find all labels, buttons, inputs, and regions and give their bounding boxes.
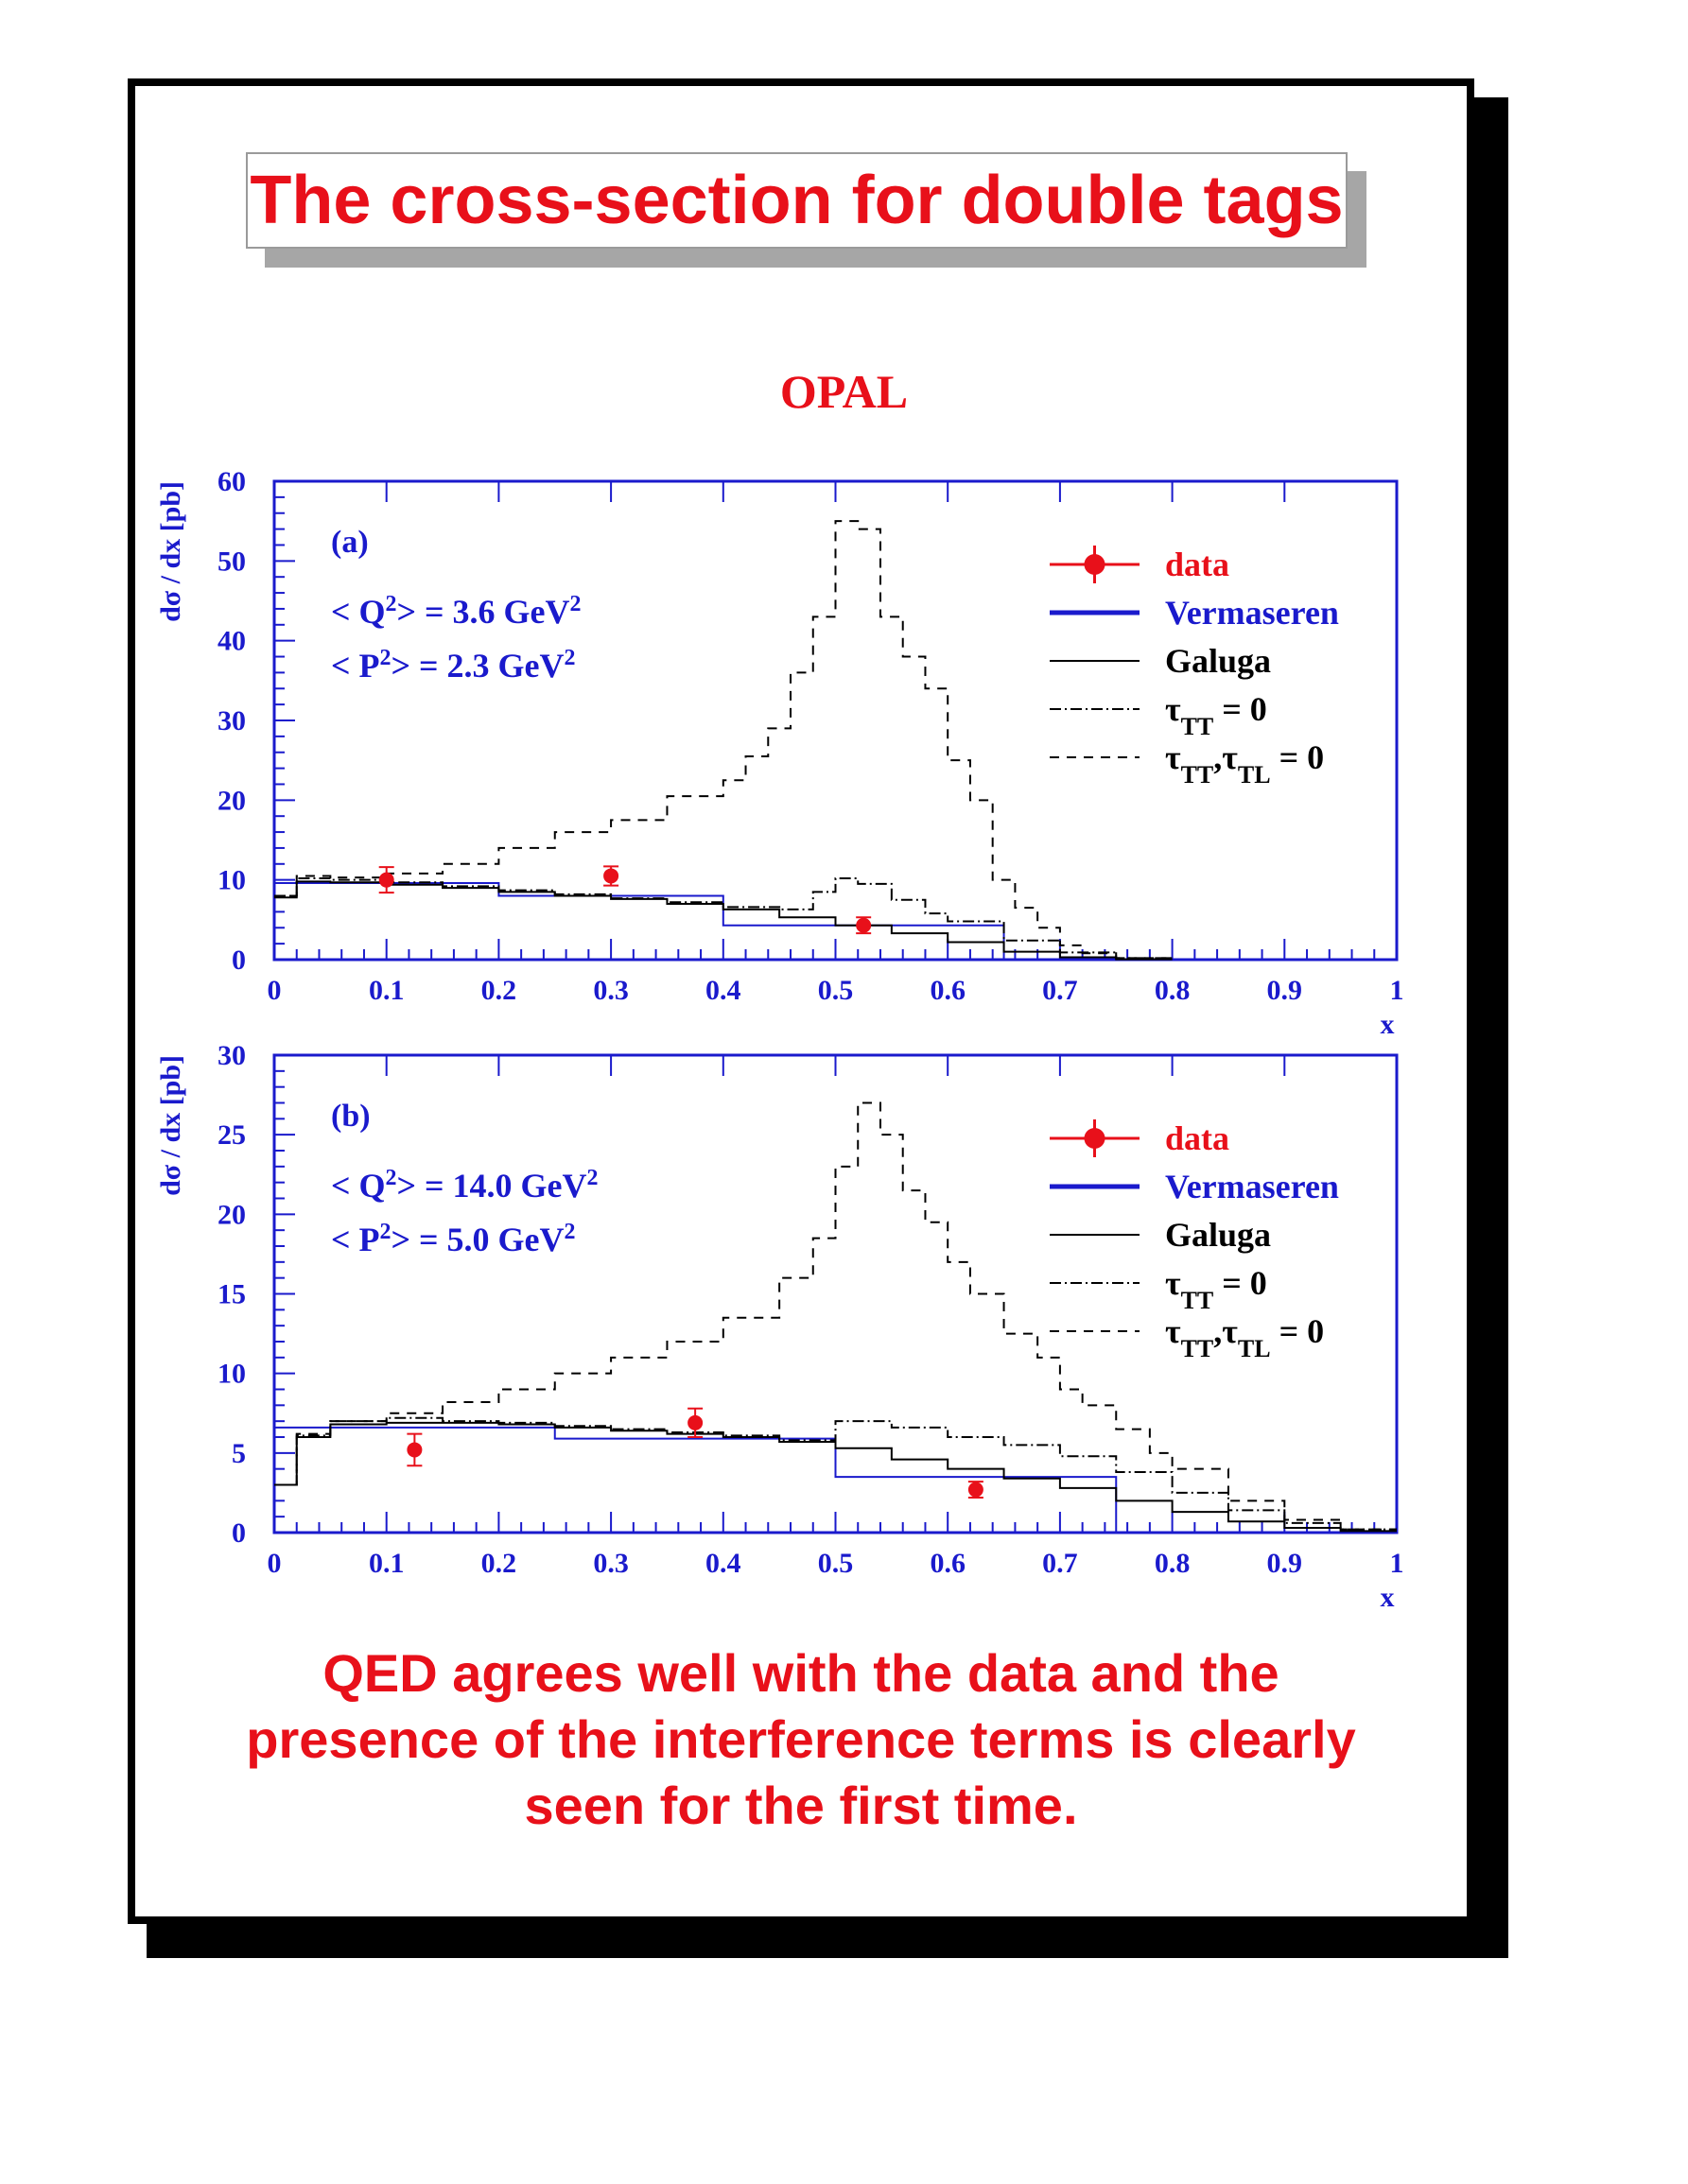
panel-b-x-tick-label: 0.3 <box>593 1548 629 1579</box>
panel-a-x-tick-label: 0 <box>268 975 282 1006</box>
panel-a-tau-tt-zero-curve <box>274 876 1173 960</box>
panel-b-annotation-1: < Q2> = 14.0 GeV2 <box>331 1166 599 1205</box>
panel-a-x-tick-label: 0.2 <box>481 975 517 1006</box>
title-box: The cross-section for double tags <box>246 152 1348 249</box>
panel-a-y-tick-label: 10 <box>218 865 246 896</box>
panel-b-x-tick-label: 0.1 <box>369 1548 405 1579</box>
panel-b-x-tick-label: 0.4 <box>705 1548 741 1579</box>
panel-a-legend-data-label: data <box>1165 546 1229 583</box>
panel-a-legend-vermaseren-label: Vermaseren <box>1165 594 1339 632</box>
panel-a-y-tick-label: 40 <box>218 626 246 657</box>
panel-b-y-tick-label: 5 <box>232 1438 246 1469</box>
conclusion-line-3: seen for the first time. <box>524 1776 1078 1835</box>
panel-b-vermaseren-histogram <box>274 1426 1397 1534</box>
panel-a-annotation-2: < P2> = 2.3 GeV2 <box>331 646 576 685</box>
panel-a-x-tick-label: 0.4 <box>705 975 741 1006</box>
panel-b-legend-data-marker <box>1084 1128 1105 1149</box>
panel-b-data-point <box>407 1442 423 1458</box>
panel-b-y-tick-label: 0 <box>232 1517 246 1549</box>
panel-a-y-tick-label: 0 <box>232 945 246 976</box>
panel-b-legend-data-label: data <box>1165 1119 1229 1157</box>
panel-b-y-tick-label: 20 <box>218 1199 246 1230</box>
panel-b-tau-tt-zero-curve <box>274 1416 1397 1531</box>
panel-b-y-tick-label: 15 <box>218 1279 246 1310</box>
panel-a-x-tick-label: 0.3 <box>593 975 629 1006</box>
panel-b-x-axis-label: x <box>1381 1582 1395 1613</box>
panel-b-x-tick-label: 1 <box>1390 1548 1404 1579</box>
panel-a-x-tick-label: 0.1 <box>369 975 405 1006</box>
panel-a-x-axis-label: x <box>1381 1009 1395 1040</box>
panel-a-x-tick-label: 0.5 <box>818 975 854 1006</box>
panel-a-legend-tau-tt-zero-label: τTT = 0 <box>1165 690 1267 740</box>
panel-a-y-tick-label: 60 <box>218 466 246 497</box>
panel-a-y-tick-label: 50 <box>218 546 246 577</box>
panel-b-x-tick-label: 0.5 <box>818 1548 854 1579</box>
panel-b-legend-tau-tt-tl-zero-label: τTT,τTL = 0 <box>1165 1312 1324 1362</box>
panel-a-x-tick-label: 0.6 <box>930 975 966 1006</box>
panel-b-y-tick-label: 25 <box>218 1119 246 1151</box>
panel-b-tau-tt-tl-zero-curve <box>274 1101 1397 1531</box>
panel-a-legend-tau-tt-tl-zero-label: τTT,τTL = 0 <box>1165 738 1324 789</box>
panel-a-tau-tt-tl-zero-curve <box>274 520 1173 960</box>
panel-b-data-point <box>687 1414 704 1430</box>
panel-b-data-point <box>967 1482 983 1498</box>
panel-b-y-tick-label: 10 <box>218 1359 246 1390</box>
panel-a-x-tick-label: 0.7 <box>1042 975 1078 1006</box>
panel-b-x-tick-label: 0.2 <box>481 1548 517 1579</box>
panel-a-y-tick-label: 20 <box>218 785 246 816</box>
slide-title: The cross-section for double tags <box>250 163 1344 238</box>
panel-a-data-point <box>378 872 394 888</box>
panel-b-legend-tau-tt-zero-label: τTT = 0 <box>1165 1264 1267 1314</box>
panel-b-galuga-curve <box>274 1421 1397 1533</box>
conclusion-text: QED agrees well with the data and the pr… <box>128 1640 1474 1839</box>
panel-b-x-tick-label: 0.9 <box>1267 1548 1303 1579</box>
panel-b-x-tick-label: 0.8 <box>1155 1548 1191 1579</box>
panel-b-legend-vermaseren-label: Vermaseren <box>1165 1168 1339 1205</box>
panel-a-x-tick-label: 0.9 <box>1267 975 1303 1006</box>
panel-a-panel-label: (a) <box>331 525 369 560</box>
panel-b-y-tick-label: 30 <box>218 1040 246 1071</box>
conclusion-line-2: presence of the interference terms is cl… <box>246 1709 1356 1769</box>
panel-a-legend-galuga-label: Galuga <box>1165 642 1271 680</box>
panel-a-data-point <box>603 868 619 884</box>
panel-a-y-tick-label: 30 <box>218 705 246 737</box>
panel-b-y-axis-label: dσ / dx [pb] <box>155 1055 186 1196</box>
panel-b-legend-galuga-label: Galuga <box>1165 1216 1271 1254</box>
panel-a-y-axis-label: dσ / dx [pb] <box>155 481 186 622</box>
panel-b-x-tick-label: 0.6 <box>930 1548 966 1579</box>
slide-frame <box>128 78 1474 1924</box>
panel-a-x-tick-label: 0.8 <box>1155 975 1191 1006</box>
panel-b-x-tick-label: 0 <box>268 1548 282 1579</box>
panel-a-legend-data-marker <box>1084 554 1105 575</box>
panel-a-x-tick-label: 1 <box>1390 975 1404 1006</box>
panel-b-x-tick-label: 0.7 <box>1042 1548 1078 1579</box>
conclusion-line-1: QED agrees well with the data and the <box>322 1643 1279 1703</box>
panel-b-panel-label: (b) <box>331 1099 371 1134</box>
panel-a-data-point <box>856 917 872 933</box>
panel-b-annotation-2: < P2> = 5.0 GeV2 <box>331 1220 576 1258</box>
experiment-label: OPAL <box>779 365 909 418</box>
panel-a-vermaseren-histogram <box>274 882 1397 961</box>
panel-a-annotation-1: < Q2> = 3.6 GeV2 <box>331 592 582 631</box>
